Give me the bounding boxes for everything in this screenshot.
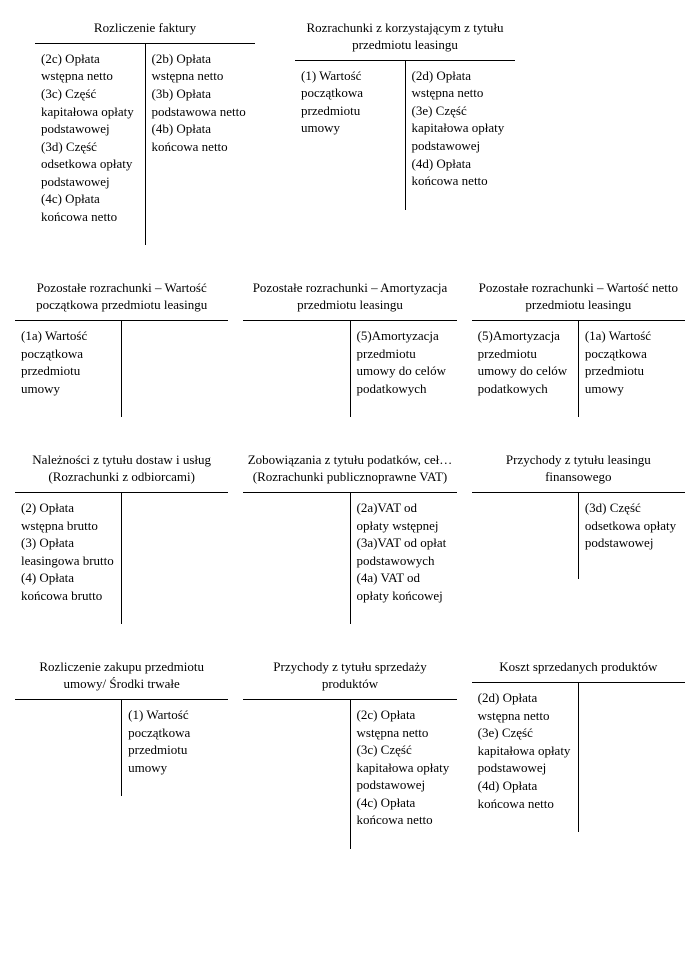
row-4: Rozliczenie zakupu przedmiotu umowy/ Śro…: [15, 659, 685, 849]
t-account-rozliczenie-zakupu: Rozliczenie zakupu przedmiotu umowy/ Śro…: [15, 659, 228, 849]
t-credit: (2d) Opłata wstępna netto(3e) Część kapi…: [406, 61, 516, 210]
t-credit: (2c) Opłata wstępna netto(3c) Część kapi…: [351, 700, 457, 849]
t-body: (2a)VAT od opłaty wstępnej(3a)VAT od opł…: [243, 492, 456, 624]
t-title: Rozliczenie faktury: [35, 20, 255, 43]
t-debit: (2c) Opłata wstępna netto(3c) Część kapi…: [35, 44, 146, 245]
t-credit: [122, 493, 228, 624]
t-title: Przychody z tytułu sprzedaży produktów: [243, 659, 456, 699]
t-body: (1) Wartość początkowa przedmiotu umowy: [15, 699, 228, 796]
t-body: (3d) Część odsetkowa opłaty podstawowej: [472, 492, 685, 579]
t-debit: (2) Opłata wstępna brutto(3) Opłata leas…: [15, 493, 122, 624]
t-debit: [243, 321, 350, 417]
t-account-rozliczenie-faktury: Rozliczenie faktury (2c) Opłata wstępna …: [35, 20, 255, 245]
t-body: (2d) Opłata wstępna netto (3e) Część kap…: [472, 682, 685, 832]
t-title: Zobowiązania z tytułu podatków, ceł…(Roz…: [243, 452, 456, 492]
t-debit: (1a) Wartość początkowa przedmiotu umowy: [15, 321, 122, 417]
row-3: Należności z tytułu dostaw i usług(Rozra…: [15, 452, 685, 624]
t-credit: [579, 683, 685, 832]
t-body: (5)Amortyzacja przedmiotu umowy do celów…: [243, 320, 456, 417]
t-credit: (2a)VAT od opłaty wstępnej(3a)VAT od opł…: [351, 493, 457, 624]
t-title: Należności z tytułu dostaw i usług(Rozra…: [15, 452, 228, 492]
t-account-przychody-leasing: Przychody z tytułu leasingu finansowego …: [472, 452, 685, 624]
t-debit: [472, 493, 579, 579]
t-body: (1a) Wartość początkowa przedmiotu umowy: [15, 320, 228, 417]
t-account-pozostale-wartosc-netto: Pozostałe rozrachunki – Wartość netto pr…: [472, 280, 685, 417]
t-title: Przychody z tytułu leasingu finansowego: [472, 452, 685, 492]
t-debit: [243, 700, 350, 849]
t-title: Pozostałe rozrachunki – Wartość netto pr…: [472, 280, 685, 320]
t-debit: (1) Wartość początkowa przedmiotu umowy: [295, 61, 406, 210]
t-credit: (1a) Wartość początkowa przedmiotu umowy: [579, 321, 685, 417]
t-debit: (5)Amortyzacja przedmiotu umowy do celów…: [472, 321, 579, 417]
t-title: Koszt sprzedanych produktów: [472, 659, 685, 682]
t-title: Pozostałe rozrachunki – Amortyzacja prze…: [243, 280, 456, 320]
row-2: Pozostałe rozrachunki – Wartość początko…: [15, 280, 685, 417]
t-account-rozrachunki-korzystajacy: Rozrachunki z korzystającym z tytułu prz…: [295, 20, 515, 245]
t-title: Rozliczenie zakupu przedmiotu umowy/ Śro…: [15, 659, 228, 699]
t-credit: (1) Wartość początkowa przedmiotu umowy: [122, 700, 228, 796]
t-body: (5)Amortyzacja przedmiotu umowy do celów…: [472, 320, 685, 417]
t-body: (1) Wartość początkowa przedmiotu umowy …: [295, 60, 515, 210]
t-title: Rozrachunki z korzystającym z tytułu prz…: [295, 20, 515, 60]
t-credit: (5)Amortyzacja przedmiotu umowy do celów…: [351, 321, 457, 417]
t-account-pozostale-wartosc-poczatkowa: Pozostałe rozrachunki – Wartość początko…: [15, 280, 228, 417]
t-credit: (2b) Opłata wstępna netto(3b) Opłata pod…: [146, 44, 256, 245]
t-account-zobowiazania-podatki: Zobowiązania z tytułu podatków, ceł…(Roz…: [243, 452, 456, 624]
t-body: (2) Opłata wstępna brutto(3) Opłata leas…: [15, 492, 228, 624]
row-1: Rozliczenie faktury (2c) Opłata wstępna …: [15, 20, 685, 245]
t-credit: (3d) Część odsetkowa opłaty podstawowej: [579, 493, 685, 579]
t-credit: [122, 321, 228, 417]
t-body: (2c) Opłata wstępna netto(3c) Część kapi…: [35, 43, 255, 245]
t-debit: [15, 700, 122, 796]
t-debit: [243, 493, 350, 624]
t-debit: (2d) Opłata wstępna netto (3e) Część kap…: [472, 683, 579, 832]
t-account-pozostale-amortyzacja: Pozostałe rozrachunki – Amortyzacja prze…: [243, 280, 456, 417]
t-title: Pozostałe rozrachunki – Wartość początko…: [15, 280, 228, 320]
t-account-naleznosci: Należności z tytułu dostaw i usług(Rozra…: [15, 452, 228, 624]
t-account-przychody-sprzedaz: Przychody z tytułu sprzedaży produktów (…: [243, 659, 456, 849]
t-account-koszt-sprzedanych: Koszt sprzedanych produktów (2d) Opłata …: [472, 659, 685, 849]
t-body: (2c) Opłata wstępna netto(3c) Część kapi…: [243, 699, 456, 849]
